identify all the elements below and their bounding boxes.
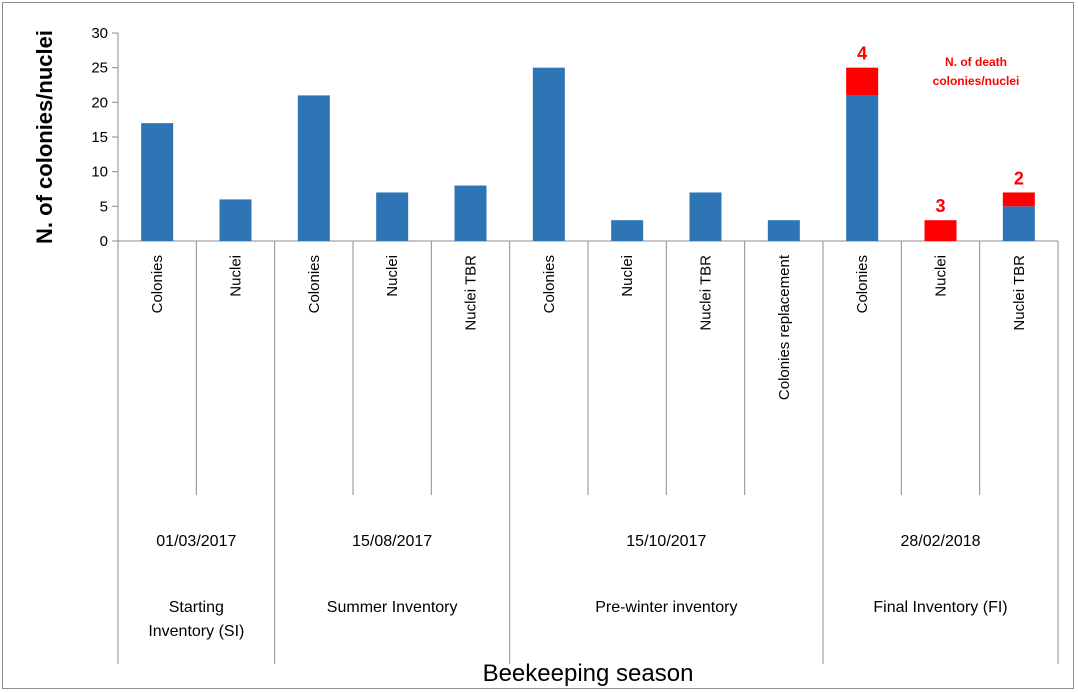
- category-label: Colonies: [854, 255, 871, 313]
- y-tick-label: 5: [100, 198, 108, 215]
- x-axis-title: Beekeeping season: [483, 660, 694, 687]
- death-count-label: 2: [1014, 168, 1024, 188]
- y-tick-label: 20: [91, 94, 108, 111]
- bar-alive: [689, 192, 722, 241]
- category-label: Nuclei TBR: [1011, 255, 1028, 331]
- category-label: Colonies: [306, 255, 323, 313]
- group-name-label: Final Inventory (FI): [873, 599, 1007, 616]
- death-count-label: 4: [857, 44, 867, 64]
- category-label: Colonies: [541, 255, 558, 313]
- bar-alive: [454, 185, 487, 241]
- y-axis-title: N. of colonies/nuclei: [32, 30, 57, 244]
- bar-dead: [924, 220, 957, 241]
- group-date-label: 15/10/2017: [626, 533, 706, 550]
- category-label: Nuclei: [933, 255, 950, 297]
- death-note-label: colonies/nuclei: [933, 74, 1020, 88]
- category-label: Colonies: [149, 255, 166, 313]
- group-date-label: 28/02/2018: [900, 533, 980, 550]
- y-tick-label: 25: [91, 60, 108, 77]
- bar-alive: [1002, 206, 1035, 241]
- group-name-label: Starting: [169, 599, 224, 616]
- bar-alive: [376, 192, 409, 241]
- bar-alive: [611, 220, 644, 241]
- y-tick-label: 10: [91, 164, 108, 181]
- bar-alive: [846, 95, 879, 242]
- death-count-label: 3: [935, 196, 945, 216]
- y-tick-label: 0: [100, 233, 108, 250]
- category-label: Nuclei: [228, 255, 245, 297]
- bar-alive: [767, 220, 800, 241]
- group-name-label: Inventory (SI): [148, 623, 244, 640]
- group-name-label: Summer Inventory: [327, 599, 458, 616]
- category-label: Nuclei TBR: [698, 255, 715, 331]
- bar-alive: [532, 67, 565, 242]
- y-tick-label: 30: [91, 25, 108, 42]
- death-note-label: N. of death: [945, 55, 1007, 69]
- bar-dead: [1002, 192, 1035, 207]
- bar-dead: [846, 67, 879, 96]
- bar-alive: [297, 95, 330, 242]
- group-date-label: 15/08/2017: [352, 533, 432, 550]
- group-name-label: Pre-winter inventory: [595, 599, 737, 616]
- bar-alive: [219, 199, 252, 241]
- category-label: Nuclei TBR: [463, 255, 480, 331]
- y-tick-label: 15: [91, 129, 108, 146]
- bar-alive: [141, 123, 174, 241]
- category-label: Nuclei: [619, 255, 636, 297]
- category-label: Colonies replacement: [776, 254, 793, 400]
- category-label: Nuclei: [384, 255, 401, 297]
- group-date-label: 01/03/2017: [156, 533, 236, 550]
